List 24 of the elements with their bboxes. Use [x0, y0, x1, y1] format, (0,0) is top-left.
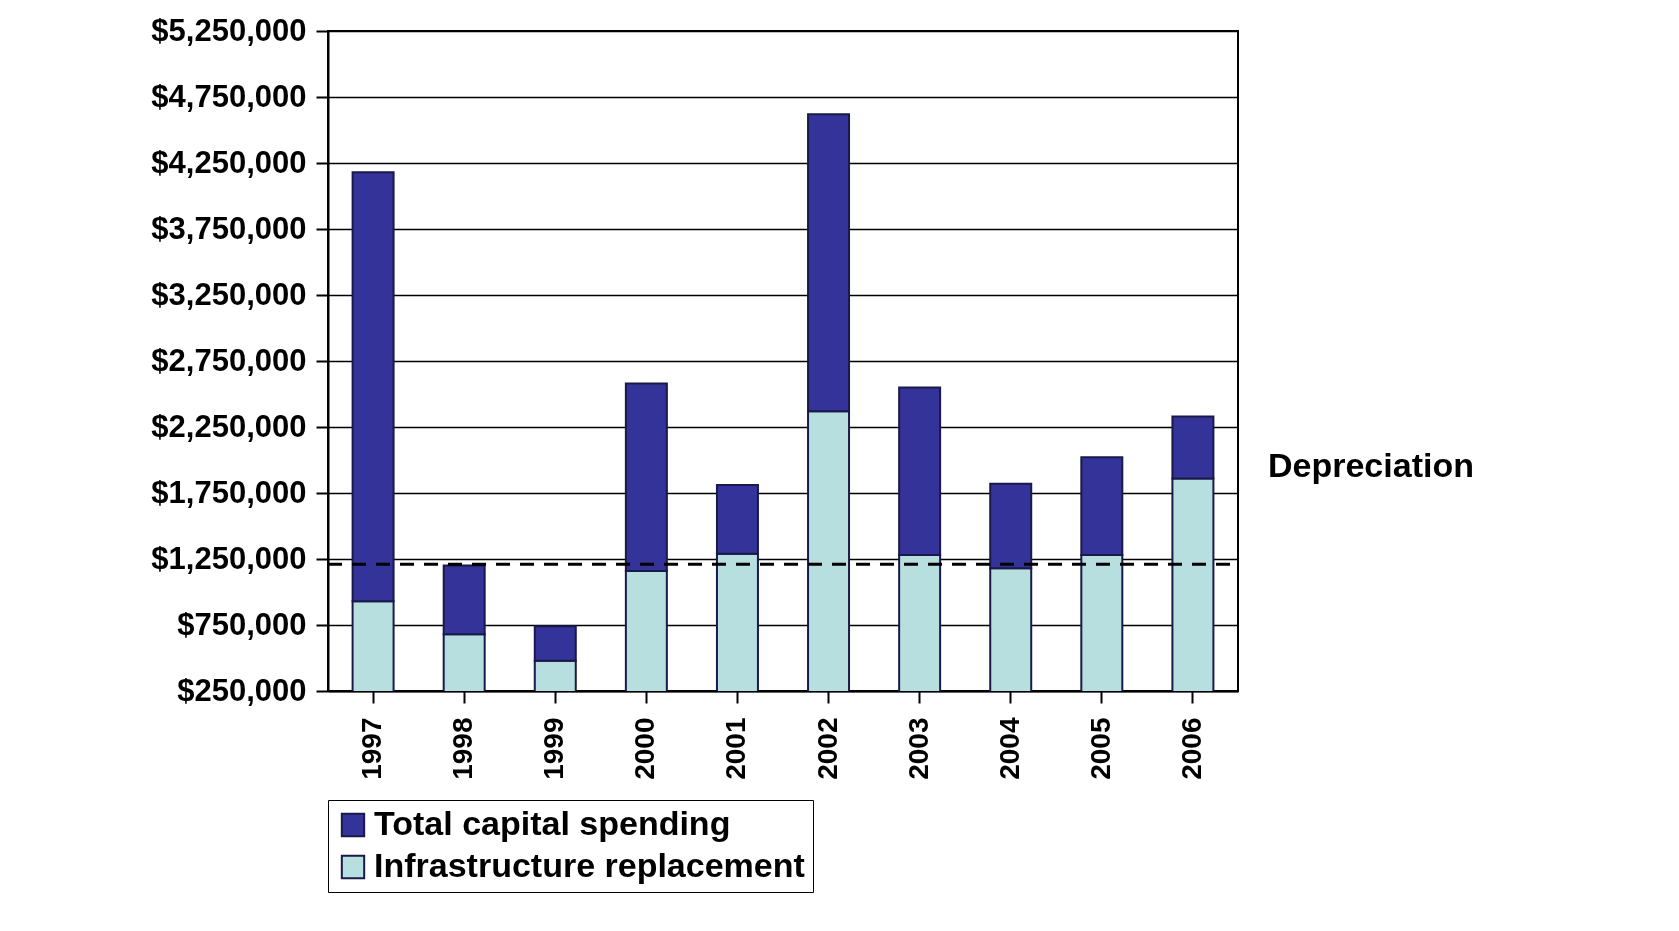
- legend-label: Infrastructure replacement: [374, 846, 805, 884]
- y-tick-label: $3,250,000: [151, 276, 307, 312]
- y-tick-label: $4,750,000: [151, 78, 307, 114]
- y-tick-label: $1,250,000: [151, 540, 307, 576]
- x-tick-label: 2006: [1175, 717, 1207, 780]
- y-tick-label: $5,250,000: [151, 12, 307, 48]
- legend-label: Total capital spending: [374, 804, 731, 842]
- x-tick-label: 1997: [356, 717, 388, 780]
- x-tick-label: 2000: [629, 717, 661, 780]
- x-tick-label: 1999: [538, 717, 570, 780]
- ref-line-label: Depreciation: [1268, 446, 1474, 485]
- x-tick-label: 2005: [1084, 717, 1116, 780]
- x-tick-label: 2002: [811, 717, 843, 780]
- y-tick-label: $1,750,000: [151, 474, 307, 510]
- y-tick-label: $4,250,000: [151, 144, 307, 180]
- y-tick-label: $2,250,000: [151, 408, 307, 444]
- y-tick-label: $250,000: [177, 672, 307, 708]
- x-tick-label: 2003: [902, 717, 934, 780]
- x-tick-label: 2001: [720, 717, 752, 780]
- y-tick-label: $2,750,000: [151, 342, 307, 378]
- x-tick-label: 1998: [447, 717, 479, 780]
- x-tick-label: 2004: [993, 717, 1025, 780]
- y-tick-label: $3,750,000: [151, 210, 307, 246]
- y-tick-label: $750,000: [177, 606, 307, 642]
